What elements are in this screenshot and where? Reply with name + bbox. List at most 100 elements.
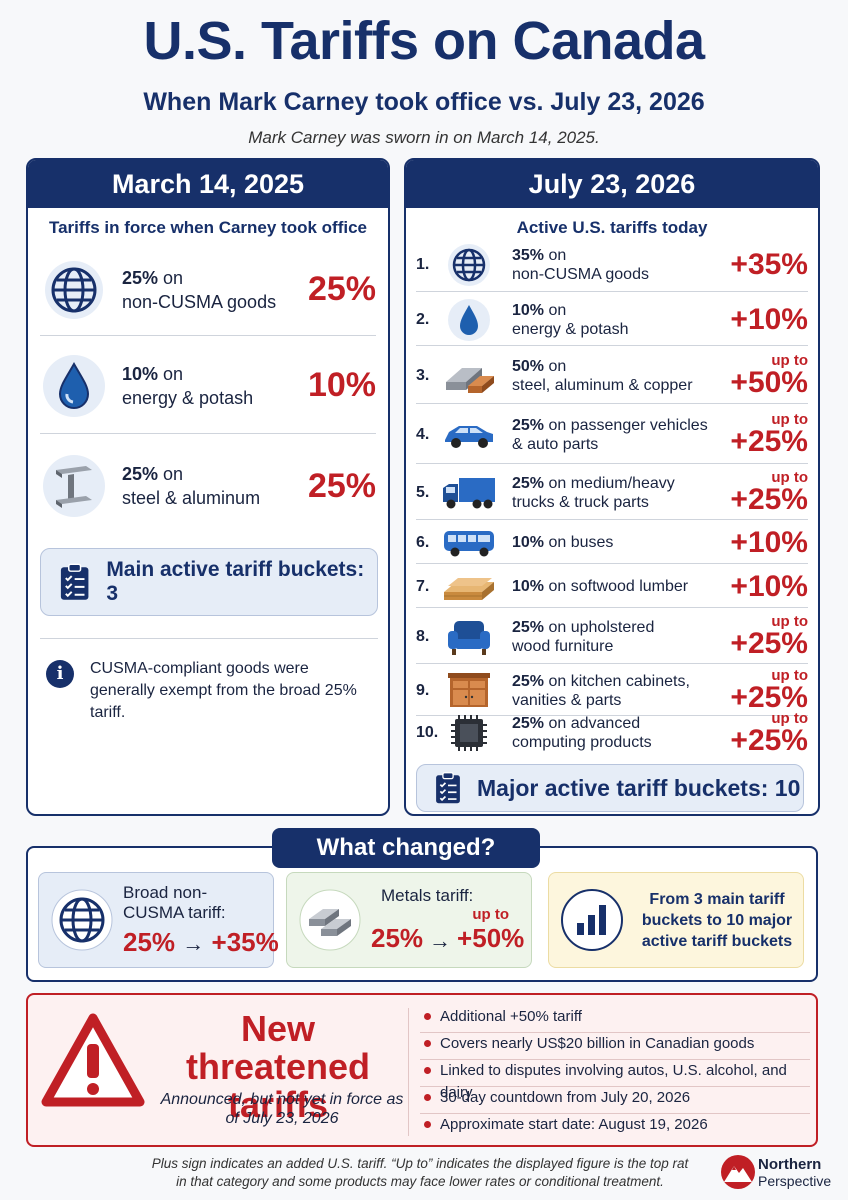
- item-number: 10.: [416, 724, 439, 741]
- item-number: 3.: [416, 366, 430, 384]
- chip-icon: [440, 711, 498, 755]
- metals-change-values: 25% → up to +50%: [371, 906, 525, 953]
- divider: [408, 1008, 409, 1136]
- left-item-energy: 10% on energy & potash 10%: [40, 338, 376, 434]
- divider: [40, 638, 378, 639]
- right-item-9: 9. 25% on kitchen cabinets, vanities & pa…: [416, 666, 808, 716]
- left-item-value: 25%: [307, 270, 376, 308]
- armchair-icon: [440, 615, 498, 659]
- item-number: 7.: [416, 577, 430, 595]
- threatened-bullets: Additional +50% tariff Covers nearly US$…: [420, 1006, 810, 1141]
- left-item-text: 25% on steel & aluminum: [122, 464, 261, 508]
- broad-change-label: Broad non-CUSMA tariff:: [123, 882, 226, 922]
- metal-bars-icon: [440, 354, 498, 398]
- left-item-text: 10% on energy & potash: [122, 363, 254, 408]
- left-item-steel: 25% on steel & aluminum 25%: [40, 436, 376, 536]
- threatened-tariffs-panel: [26, 993, 818, 1147]
- bus-icon: [440, 521, 498, 565]
- right-item-6: 6. 10% on buses +10%: [416, 522, 808, 564]
- change-metals-card: Metals tariff: 25% → up to +50%: [286, 872, 532, 968]
- item-value: up to +50%: [730, 352, 808, 399]
- item-text: 25% on advanced computing products: [512, 715, 652, 751]
- list-item: Additional +50% tariff: [420, 1006, 810, 1033]
- car-icon: [440, 413, 498, 457]
- left-bucket-summary: Main active tariff buckets: 3: [40, 548, 378, 616]
- july-2026-panel: July 23, 2026 Active U.S. tariffs today …: [404, 158, 820, 816]
- item-text: 10% on energy & potash: [512, 301, 629, 338]
- footnote: Plus sign indicates an added U.S. tariff…: [151, 1156, 689, 1189]
- right-item-8: 8. 25% on upholstered wood furniture up t…: [416, 610, 808, 664]
- left-item-text: 25% on non-CUSMA goods: [122, 267, 277, 312]
- right-item-5: 5. 25% on medium/heavy trucks & truck par…: [416, 466, 808, 520]
- march-2025-panel: March 14, 2025 Tariffs in force when Car…: [26, 158, 390, 816]
- clipboard-checklist-icon: [60, 563, 89, 600]
- item-text: 50% on steel, aluminum & copper: [512, 357, 693, 394]
- item-number: 4.: [416, 425, 430, 443]
- metal-bars-icon: [299, 889, 361, 951]
- info-icon: i: [46, 660, 74, 688]
- page-title: U.S. Tariffs on Canada: [143, 11, 705, 71]
- right-item-1: 1. 35% on non-CUSMA goods +35%: [416, 238, 808, 292]
- right-item-2: 2. 10% on energy & potash +10%: [416, 294, 808, 346]
- cabinet-icon: [440, 669, 498, 713]
- clipboard-checklist-icon: [436, 772, 460, 804]
- item-number: 8.: [416, 627, 430, 645]
- cusma-info-text: CUSMA-compliant goods were generally exe…: [90, 660, 357, 721]
- item-number: 2.: [416, 310, 430, 328]
- page-subtitle: When Mark Carney took office vs. July 23…: [143, 88, 705, 116]
- list-item: Linked to disputes involving autos, U.S.…: [420, 1060, 810, 1101]
- what-changed-heading: What changed?: [272, 828, 540, 868]
- threatened-subtitle: Announced, but not yet in force as of Ju…: [160, 1091, 404, 1127]
- item-text: 10% on softwood lumber: [512, 578, 689, 595]
- right-item-3: 3. 50% on steel, aluminum & copper up to +…: [416, 348, 808, 404]
- metals-change-label: Metals tariff:: [381, 886, 474, 905]
- item-text: 25% on passenger vehicles & auto parts: [512, 416, 708, 453]
- droplet-icon: [40, 352, 108, 420]
- item-value: up to +25%: [730, 411, 808, 458]
- item-value: up to +25%: [730, 613, 808, 660]
- droplet-icon: [440, 298, 498, 342]
- item-text: 25% on upholstered wood furniture: [512, 618, 655, 655]
- march-2025-subheading: Tariffs in force when Carney took office: [48, 218, 368, 237]
- change-buckets-card: From 3 main tariff buckets to 10 major a…: [548, 872, 804, 968]
- right-item-7: 7. 10% on softwood lumber +10%: [416, 566, 808, 608]
- item-text: 35% on non-CUSMA goods: [512, 246, 649, 283]
- item-number: 1.: [416, 255, 430, 273]
- item-value: up to +25%: [730, 667, 808, 714]
- right-bucket-summary: Major active tariff buckets: 10: [416, 764, 804, 812]
- sworn-in-note: Mark Carney was sworn in on March 14, 20…: [248, 128, 600, 147]
- item-value: up to +25%: [730, 469, 808, 516]
- item-value: +35%: [730, 247, 808, 281]
- list-item: 30-day countdown from July 20, 2026: [420, 1087, 810, 1114]
- change-broad-card: Broad non-CUSMA tariff: 25% → +35%: [38, 872, 279, 968]
- lumber-icon: [440, 565, 498, 609]
- brand-name: Northern: [758, 1156, 822, 1173]
- warning-icon: [41, 1013, 145, 1107]
- right-bucket-label: Major active tariff buckets: 10: [477, 774, 801, 801]
- item-value: +10%: [730, 302, 808, 336]
- item-value: up to +25%: [730, 709, 808, 757]
- item-number: 5.: [416, 483, 430, 501]
- july-2026-subheading: Active U.S. tariffs today: [516, 218, 708, 237]
- bar-chart-icon: [561, 889, 623, 951]
- march-2025-heading: March 14, 2025: [28, 160, 388, 208]
- item-text: 25% on kitchen cabinets, vanities & parts: [512, 672, 690, 709]
- steel-beam-icon: [40, 452, 108, 520]
- left-item-value: 25%: [307, 466, 376, 505]
- right-item-10: 10. 25% on advanced computing products up…: [416, 708, 808, 758]
- list-item: Approximate start date: August 19, 2026: [420, 1114, 810, 1141]
- item-number: 9.: [416, 681, 430, 699]
- globe-icon: [440, 243, 498, 287]
- left-bucket-label: Main active tariff buckets: 3: [106, 558, 365, 605]
- left-item-non-cusma: 25% on non-CUSMA goods 25%: [40, 244, 376, 336]
- brand-subname: Perspective: [758, 1173, 832, 1189]
- mountain-logo-icon: [721, 1155, 755, 1189]
- item-text: 25% on medium/heavy trucks & truck parts: [512, 474, 675, 511]
- item-text: 10% on buses: [512, 534, 614, 551]
- globe-icon: [51, 889, 113, 951]
- truck-icon: [440, 471, 498, 515]
- broad-change-values: 25% → +35%: [123, 926, 279, 957]
- item-value: +10%: [730, 569, 808, 603]
- globe-icon: [40, 256, 108, 324]
- item-value: +10%: [730, 525, 808, 559]
